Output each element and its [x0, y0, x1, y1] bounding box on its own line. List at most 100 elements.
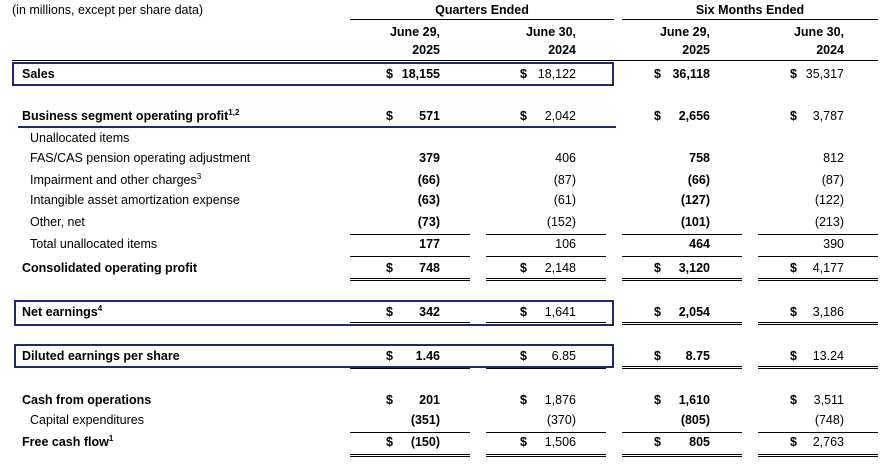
table-cell: (101)	[680, 215, 710, 229]
table-cell: (748)	[814, 413, 844, 427]
highlight-box-diluted-eps	[14, 344, 614, 368]
dollar-sign: $	[790, 305, 797, 319]
dollar-sign: $	[520, 109, 527, 123]
table-cell: (370)	[546, 413, 576, 427]
column-header-q-2025-line1: June 29,	[389, 25, 440, 39]
dollar-sign: $	[386, 261, 393, 275]
dollar-sign: $	[520, 261, 527, 275]
table-cell: (61)	[553, 193, 576, 207]
table-cell: 2,054	[678, 305, 710, 319]
dollar-sign: $	[386, 393, 393, 407]
table-cell: 13.24	[812, 349, 844, 363]
highlight-box-net-earnings	[14, 300, 614, 326]
row-label: Net earnings4	[22, 304, 103, 320]
dollar-sign: $	[386, 67, 393, 81]
table-cell: 1,610	[678, 393, 710, 407]
row-label: Cash from operations	[22, 393, 152, 407]
row-label: Sales	[22, 67, 55, 81]
table-cell: 201	[419, 393, 440, 407]
footnote-marker: 1	[108, 434, 114, 443]
table-cell: (805)	[680, 413, 710, 427]
dollar-sign: $	[790, 67, 797, 81]
table-cell: 6.85	[551, 349, 576, 363]
column-header-6m-2025-line1: June 29,	[659, 25, 710, 39]
header-rule	[12, 60, 878, 61]
table-cell: (213)	[814, 215, 844, 229]
row-label: Free cash flow1	[22, 434, 114, 450]
dollar-sign: $	[654, 305, 661, 319]
table-cell: (127)	[680, 193, 710, 207]
dollar-sign: $	[654, 67, 661, 81]
table-cell: 2,763	[812, 435, 844, 449]
group-underline-quarters	[350, 19, 614, 20]
table-cell: 8.75	[685, 349, 710, 363]
group-header-quarters: Quarters Ended	[435, 3, 529, 17]
dollar-sign: $	[790, 435, 797, 449]
dollar-sign: $	[790, 261, 797, 275]
table-cell: (152)	[546, 215, 576, 229]
table-cell: 3,511	[813, 393, 844, 407]
table-cell: 36,118	[672, 67, 710, 81]
row-label: Other, net	[30, 215, 85, 229]
dollar-sign: $	[386, 305, 393, 319]
dollar-sign: $	[790, 349, 797, 363]
table-cell: 18,122	[537, 67, 576, 81]
dollar-sign: $	[520, 67, 527, 81]
dollar-sign: $	[386, 109, 393, 123]
table-cell: (63)	[417, 193, 440, 207]
table-cell: 1,506	[544, 435, 576, 449]
group-underline-six-months	[622, 19, 878, 20]
dollar-sign: $	[520, 435, 527, 449]
column-header-6m-2024-line1: June 30,	[793, 25, 844, 39]
column-header-6m-2024-line2: 2024	[816, 43, 844, 57]
highlight-box-sales	[12, 62, 614, 86]
table-cell: 3,120	[678, 261, 710, 275]
table-cell: 4,177	[812, 261, 844, 275]
table-cell: 464	[689, 237, 710, 251]
row-label: Consolidated operating profit	[22, 261, 197, 275]
table-cell: (87)	[553, 173, 576, 187]
table-cell: 177	[419, 237, 440, 251]
column-header-q-2025-line2: 2025	[412, 43, 440, 57]
table-cell: 805	[689, 435, 710, 449]
table-cell: 3,787	[812, 109, 844, 123]
group-header-six-months: Six Months Ended	[695, 3, 805, 17]
dollar-sign: $	[654, 435, 661, 449]
dollar-sign: $	[386, 435, 393, 449]
dollar-sign: $	[654, 261, 661, 275]
table-cell: 758	[689, 151, 710, 165]
units-note: (in millions, except per share data)	[12, 3, 204, 17]
table-cell: 1,876	[544, 393, 576, 407]
column-header-q-2024-line1: June 30,	[525, 25, 576, 39]
table-cell: 18,155	[401, 67, 440, 81]
row-label: FAS/CAS pension operating adjustment	[30, 151, 251, 165]
dollar-sign: $	[790, 393, 797, 407]
footnote-marker: 1,2	[228, 108, 240, 117]
table-cell: 748	[419, 261, 440, 275]
table-cell: (66)	[687, 173, 710, 187]
table-cell: (87)	[821, 173, 844, 187]
table-cell: 571	[419, 109, 440, 123]
table-cell: (351)	[410, 413, 440, 427]
column-header-6m-2025-line2: 2025	[682, 43, 710, 57]
dollar-sign: $	[520, 349, 527, 363]
table-cell: 2,148	[544, 261, 576, 275]
table-cell: 342	[419, 305, 440, 319]
dollar-sign: $	[790, 109, 797, 123]
row-label: Unallocated items	[30, 131, 130, 145]
row-label: Intangible asset amortization expense	[30, 193, 240, 207]
table-cell: (66)	[417, 173, 440, 187]
dollar-sign: $	[520, 305, 527, 319]
footnote-marker: 4	[97, 304, 103, 313]
table-cell: 1.46	[415, 349, 440, 363]
table-cell: 106	[555, 237, 576, 251]
row-label: Diluted earnings per share	[22, 349, 180, 363]
row-label: Capital expenditures	[30, 413, 144, 427]
table-cell: 35,317	[805, 67, 844, 81]
table-cell: 812	[823, 151, 844, 165]
table-cell: 406	[555, 151, 576, 165]
row-label: Impairment and other charges3	[30, 172, 202, 188]
highlight-underline-segment-profit	[18, 126, 616, 128]
table-cell: (150)	[410, 435, 440, 449]
dollar-sign: $	[654, 109, 661, 123]
